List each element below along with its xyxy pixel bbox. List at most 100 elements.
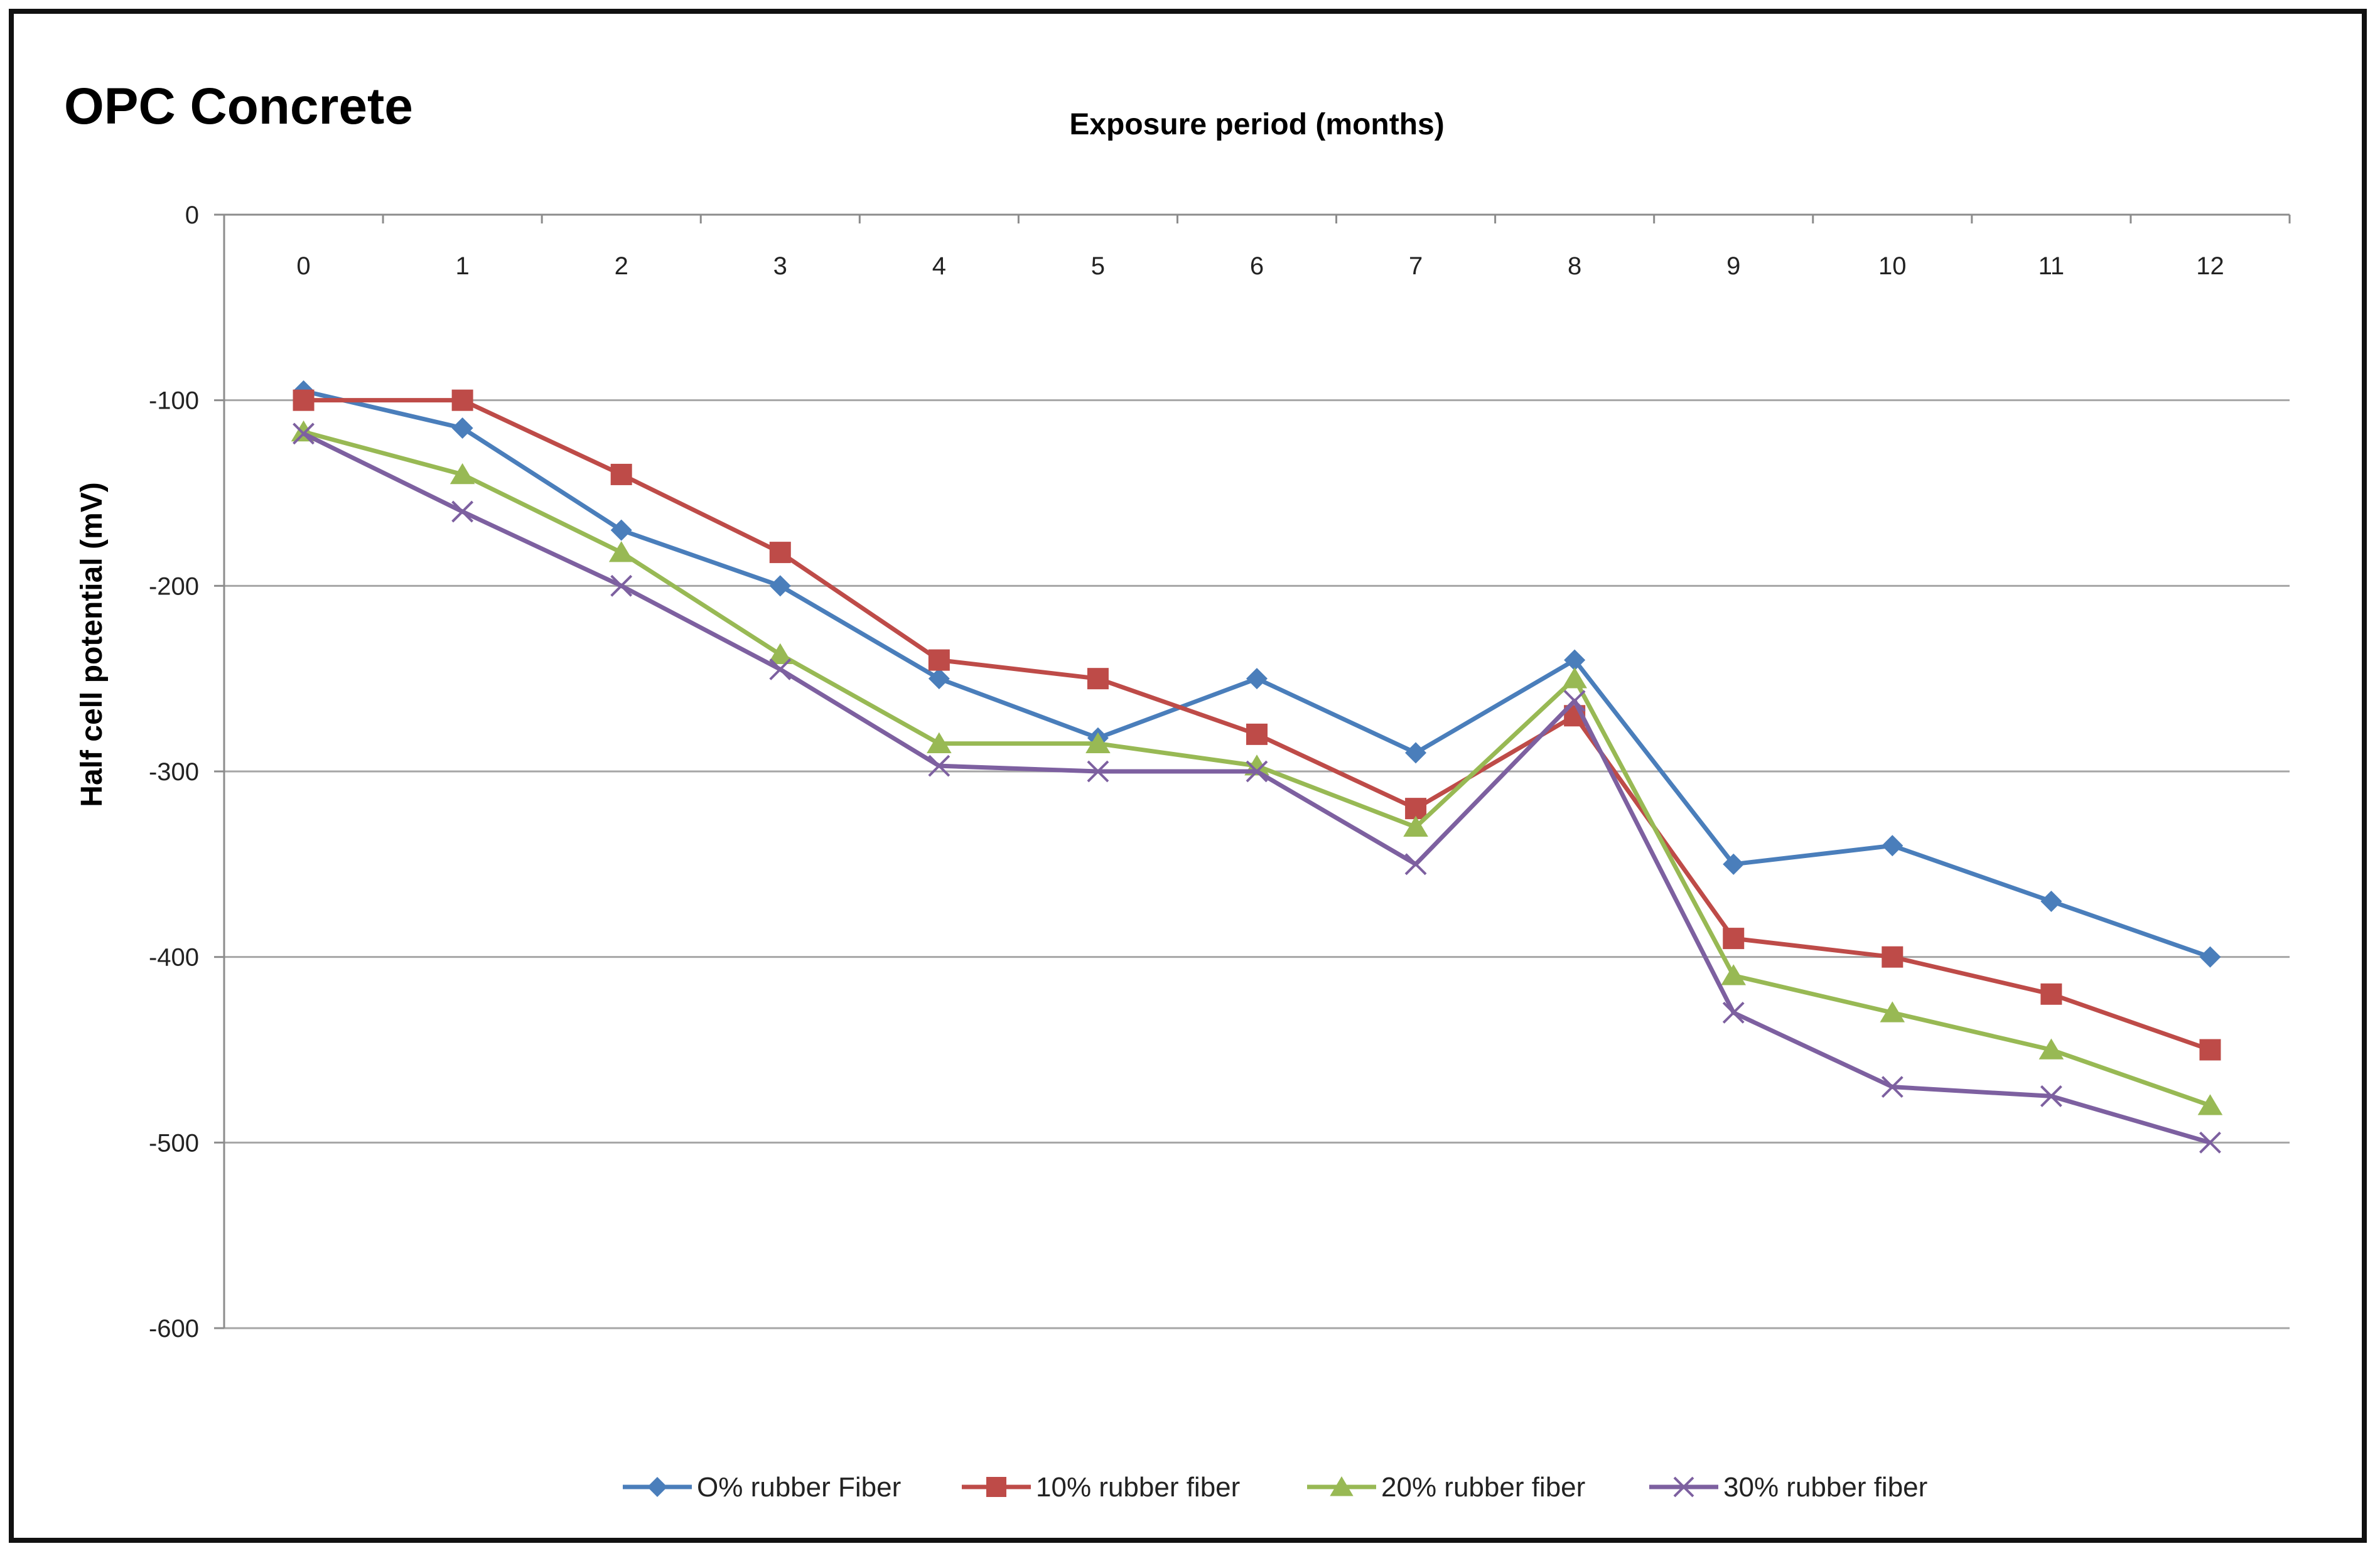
data-point	[450, 463, 475, 485]
x-tick-label: 2	[615, 252, 628, 280]
data-point	[1723, 928, 1745, 950]
legend-label: 20% rubber fiber	[1381, 1472, 1585, 1503]
data-point	[451, 417, 473, 439]
marker-stroke	[928, 754, 950, 777]
series-3	[293, 422, 2221, 1154]
y-tick-label: -400	[149, 944, 199, 972]
data-point	[608, 541, 634, 562]
marker-stroke	[451, 500, 474, 523]
x-tick-label: 11	[2038, 252, 2065, 280]
x-tick-label: 12	[2196, 252, 2224, 280]
x-tick-label: 6	[1250, 252, 1264, 280]
data-point	[1246, 723, 1268, 745]
legend-label: 30% rubber fiber	[1723, 1472, 1927, 1503]
y-tick-label: -100	[149, 387, 199, 415]
x-tick-label: 10	[1878, 252, 1907, 280]
data-point	[1246, 760, 1268, 783]
legend-marker	[1330, 1476, 1354, 1496]
data-point	[1087, 760, 1109, 783]
y-tick-label: -500	[149, 1129, 199, 1157]
data-point	[2040, 890, 2062, 912]
y-tick-label: -300	[149, 758, 199, 786]
legend-item-1: 10% rubber fiber	[962, 1472, 1240, 1503]
x-tick-label: 5	[1091, 252, 1105, 280]
gridlines	[224, 399, 2290, 1329]
x-tick-label: 4	[932, 252, 946, 280]
legend-label: O% rubber Fiber	[697, 1472, 901, 1503]
y-axis-title: Half cell potential (mV)	[75, 482, 109, 807]
chart: OPC Concrete Exposure period (months) Ha…	[64, 78, 2291, 1503]
data-point	[1882, 946, 1903, 968]
data-point	[1722, 1001, 1745, 1024]
marker-stroke	[1087, 760, 1109, 783]
legend: O% rubber Fiber 10% rubber fiber 20% rubbe…	[623, 1472, 1927, 1503]
data-point	[1563, 690, 1586, 712]
data-point	[1403, 815, 1428, 837]
marker-stroke	[1881, 1076, 1903, 1098]
x-tick-labels: 0 1 2 3 4 5 6 7 8 9 10 11 12	[296, 252, 2224, 280]
data-point	[610, 463, 632, 485]
data-point	[928, 668, 950, 690]
series-0	[293, 380, 2221, 968]
legend-item-3: 30% rubber fiber	[1649, 1472, 1927, 1503]
data-point	[610, 519, 632, 541]
data-point	[1721, 964, 1747, 985]
data-point	[293, 389, 315, 411]
legend-marker	[1673, 1476, 1694, 1498]
data-point	[2199, 1039, 2221, 1061]
marker-stroke	[610, 574, 633, 597]
x-tick-label: 7	[1409, 252, 1423, 280]
series-line	[302, 431, 2211, 1145]
data-point	[1404, 853, 1427, 876]
data-point	[1562, 667, 1587, 689]
series-1	[293, 389, 2221, 1061]
marker-stroke	[2040, 1085, 2062, 1107]
series-lines	[291, 380, 2223, 1154]
axes	[214, 213, 2291, 1329]
data-point	[927, 732, 952, 753]
data-point	[1881, 1076, 1903, 1098]
data-point	[928, 754, 950, 777]
marker-stroke	[1404, 853, 1427, 876]
data-point	[451, 500, 474, 523]
chart-frame: OPC Concrete Exposure period (months) Ha…	[9, 9, 2367, 1543]
chart-title: OPC Concrete	[64, 78, 413, 135]
y-tick-label: 0	[185, 201, 199, 229]
y-tick-label: -600	[149, 1315, 199, 1343]
legend-item-0: O% rubber Fiber	[623, 1472, 901, 1503]
data-point	[928, 649, 950, 671]
data-point	[2197, 1094, 2223, 1115]
data-point	[769, 575, 791, 597]
marker-stroke	[293, 422, 315, 445]
data-point	[1880, 1001, 1905, 1022]
marker-stroke	[1722, 1001, 1745, 1024]
x-tick-label: 0	[296, 252, 310, 280]
data-point	[2199, 1131, 2221, 1154]
x-axis-title: Exposure period (months)	[1069, 108, 1444, 141]
series-2	[291, 420, 2223, 1115]
marker-stroke	[1246, 760, 1268, 783]
data-point	[1087, 668, 1109, 690]
data-point	[769, 542, 791, 564]
data-point	[293, 422, 315, 445]
legend-label: 10% rubber fiber	[1036, 1472, 1240, 1503]
data-point	[1564, 649, 1586, 671]
data-point	[767, 643, 793, 665]
data-point	[1246, 668, 1268, 690]
marker-stroke	[1673, 1476, 1694, 1498]
data-point	[1085, 732, 1111, 753]
x-tick-label: 9	[1726, 252, 1740, 280]
x-tick-label: 1	[455, 252, 469, 280]
data-point	[2038, 1038, 2064, 1060]
data-point	[769, 658, 792, 680]
marker-stroke	[2199, 1131, 2221, 1154]
legend-item-2: 20% rubber fiber	[1307, 1472, 1585, 1503]
y-tick-labels: 0 -100 -200 -300 -400 -500 -600	[149, 201, 199, 1343]
data-point	[1405, 798, 1427, 820]
data-point	[2040, 1085, 2062, 1107]
y-tick-label: -200	[149, 572, 199, 600]
x-tick-label: 3	[773, 252, 787, 280]
marker-stroke	[1563, 690, 1586, 712]
x-tick-label: 8	[1568, 252, 1581, 280]
data-point	[1882, 835, 1903, 857]
